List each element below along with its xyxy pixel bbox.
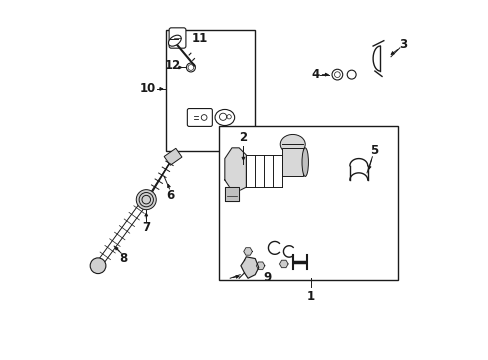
Ellipse shape xyxy=(346,70,355,79)
Polygon shape xyxy=(224,187,239,202)
Circle shape xyxy=(90,258,106,274)
Ellipse shape xyxy=(280,134,305,154)
Text: 3: 3 xyxy=(399,39,407,51)
Text: 12: 12 xyxy=(164,59,180,72)
Text: 6: 6 xyxy=(166,189,174,202)
Polygon shape xyxy=(241,257,258,278)
Bar xyxy=(164,148,182,165)
Text: 8: 8 xyxy=(119,252,127,265)
FancyBboxPatch shape xyxy=(187,109,212,126)
Text: 9: 9 xyxy=(263,271,271,284)
Bar xyxy=(219,126,397,280)
Ellipse shape xyxy=(168,35,181,46)
Circle shape xyxy=(136,190,156,210)
Polygon shape xyxy=(224,148,246,191)
Text: 4: 4 xyxy=(310,68,319,81)
Ellipse shape xyxy=(331,69,342,80)
Ellipse shape xyxy=(215,109,234,126)
FancyBboxPatch shape xyxy=(169,28,185,48)
Polygon shape xyxy=(244,248,252,255)
Bar xyxy=(282,148,303,176)
Text: 10: 10 xyxy=(139,82,155,95)
Text: 7: 7 xyxy=(142,221,150,234)
Text: 1: 1 xyxy=(306,289,314,303)
Polygon shape xyxy=(256,262,264,269)
Polygon shape xyxy=(279,260,287,267)
Ellipse shape xyxy=(302,148,308,176)
Text: 11: 11 xyxy=(191,32,207,45)
Bar xyxy=(165,30,255,152)
Ellipse shape xyxy=(186,63,195,72)
Text: 2: 2 xyxy=(239,131,247,144)
Text: 5: 5 xyxy=(369,144,377,157)
